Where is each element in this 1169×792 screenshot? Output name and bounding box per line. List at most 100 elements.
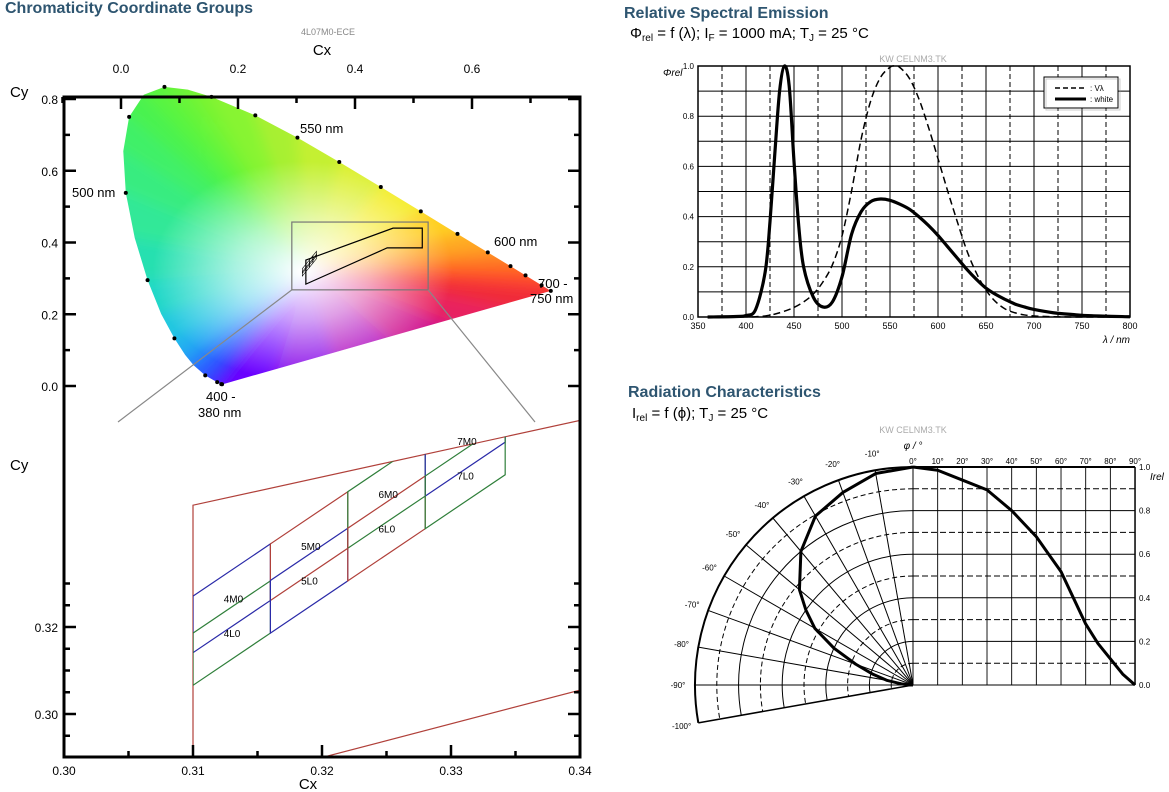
x-tick-label: 650 (978, 321, 993, 331)
spectral-title: Relative Spectral Emission (624, 5, 829, 22)
locus-color-wedge (308, 267, 551, 290)
locus-marker-520 (162, 84, 167, 89)
plot-frame (62, 95, 582, 759)
subtitle-sub: J (809, 33, 814, 44)
wavelength-label-380: 380 nm (198, 405, 241, 420)
subtitle-sub: F (708, 33, 715, 44)
subtitle-sub: J (708, 413, 714, 424)
wavelength-label-700: 700 - (538, 276, 568, 291)
polar-angle-label: -70° (685, 601, 700, 610)
bin-label-5L0: 5L0 (301, 577, 318, 588)
bin-label-7M0: 7M0 (457, 437, 477, 448)
top-x-tick-label: 0.6 (464, 62, 481, 76)
chromaticity-code: 4L07M0-ECE (301, 27, 355, 37)
angle-tick-label: 50° (1030, 457, 1042, 466)
locus-marker-510 (127, 114, 132, 119)
x-tick-label: 700 (1026, 321, 1041, 331)
polar-angle-label: -100° (672, 722, 691, 731)
polar-angle-label: -50° (726, 530, 741, 539)
inset-plot-area: 4M0 4L0 5M0 5L0 6M0 6L0 7M0 7L0 (192, 419, 579, 756)
series-white-line (707, 64, 1131, 319)
y-tick-label: 0.6 (683, 162, 695, 171)
top-x-tick-label: 0.2 (230, 62, 247, 76)
left-y-tick-label: 0.0 (41, 380, 58, 394)
inset-x-tick-label: 0.32 (310, 764, 334, 778)
top-y-axis-label: Cy (10, 84, 29, 101)
top-x-axis-label: Cx (313, 42, 332, 59)
subtitle-text: = f (λ); I (653, 25, 709, 42)
polar-ray (698, 684, 914, 724)
spectral-x-axis-label: λ / nm (1102, 335, 1130, 346)
locus-marker-420 (219, 382, 224, 387)
bin-label-4M0: 4M0 (224, 594, 244, 605)
bin-outline-small (312, 250, 317, 262)
radiation-y-axis-label: Irel (1150, 472, 1165, 483)
zoom-connector-right (427, 289, 536, 423)
locus-marker-550 (295, 135, 300, 140)
locus-marker-620 (523, 273, 528, 278)
spectral-y-axis-label: Φrel (663, 68, 683, 79)
y-tick-label: 0.4 (683, 213, 695, 222)
locus-marker-540 (253, 113, 258, 118)
left-y-tick-label: 0.2 (41, 308, 58, 322)
subtitle-text: = 25 °C (814, 25, 869, 42)
angle-tick-label: 0° (909, 457, 917, 466)
bin-label-6L0: 6L0 (379, 524, 396, 535)
angle-tick-label: 90° (1129, 457, 1141, 466)
locus-marker-580 (418, 209, 423, 214)
locus-marker-700 (548, 288, 553, 293)
legend: : Vλ : white (1043, 76, 1121, 111)
irel-tick-label: 0.4 (1139, 594, 1151, 603)
ece-boundary-lower (325, 689, 579, 756)
x-tick-label: 600 (930, 321, 945, 331)
irel-tick-label: 1.0 (1139, 463, 1151, 472)
subtitle-text: = 25 °C (713, 405, 769, 422)
polar-angle-label: -20° (825, 460, 840, 469)
inset-x-tick-label: 0.33 (439, 764, 463, 778)
angle-tick-label: 40° (1006, 457, 1018, 466)
y-tick-label: 1.0 (683, 62, 695, 71)
x-tick-label: 550 (882, 321, 897, 331)
polar-angle-label: -90° (671, 681, 686, 690)
locus-marker-560 (337, 159, 342, 164)
angle-tick-label: 10° (932, 457, 944, 466)
angle-tick-label: 60° (1055, 457, 1067, 466)
radiation-title: Radiation Characteristics (628, 384, 821, 401)
polar-ray (803, 495, 914, 686)
ece-region-outline (305, 227, 423, 286)
x-tick-label: 350 (690, 321, 705, 331)
locus-marker-460 (203, 373, 208, 378)
bin-outline-small (312, 253, 317, 264)
y-tick-label: 0.0 (683, 313, 695, 322)
irel-tick-label: 0.2 (1139, 637, 1151, 646)
irel-tick-label: 0.6 (1139, 550, 1151, 559)
legend-label-v-lambda: : Vλ (1090, 84, 1104, 93)
zoom-connector-left (117, 289, 293, 423)
inset-y-axis-label: Cy (10, 457, 29, 474)
left-y-tick-label: 0.8 (41, 93, 58, 107)
watermark: KW CELNM3.TK (879, 425, 947, 435)
angle-tick-label: 20° (956, 457, 968, 466)
ece-boundary-upper (192, 419, 579, 756)
polar-circle (759, 531, 914, 712)
angle-tick-label: 70° (1080, 457, 1092, 466)
legend-label-white: : white (1090, 95, 1114, 104)
locus-marker-640 (539, 283, 544, 288)
polar-ray (698, 646, 914, 686)
y-tick-label: 0.8 (683, 112, 695, 121)
locus-marker-500 (123, 190, 128, 195)
subtitle-text: = 1000 mA; T (714, 25, 809, 42)
polar-ray (874, 470, 914, 686)
angle-tick-label: 80° (1104, 457, 1116, 466)
polar-angle-label: -80° (674, 640, 689, 649)
subtitle-sub: rel (636, 413, 648, 424)
inset-x-tick-label: 0.30 (52, 764, 76, 778)
inset-y-tick-label: 0.30 (35, 708, 59, 722)
locus-marker-440 (215, 380, 220, 385)
radiation-chart: KW CELNM3.TK φ / ° Irel -10° -20° -30° -40°… (671, 425, 1165, 731)
legend-box (1043, 76, 1119, 109)
wavelength-label-500: 500 nm (72, 185, 115, 200)
chromaticity-title: Chromaticity Coordinate Groups (5, 0, 254, 17)
left-y-tick-label: 0.4 (41, 237, 58, 251)
bin-label-6M0: 6M0 (379, 490, 399, 501)
